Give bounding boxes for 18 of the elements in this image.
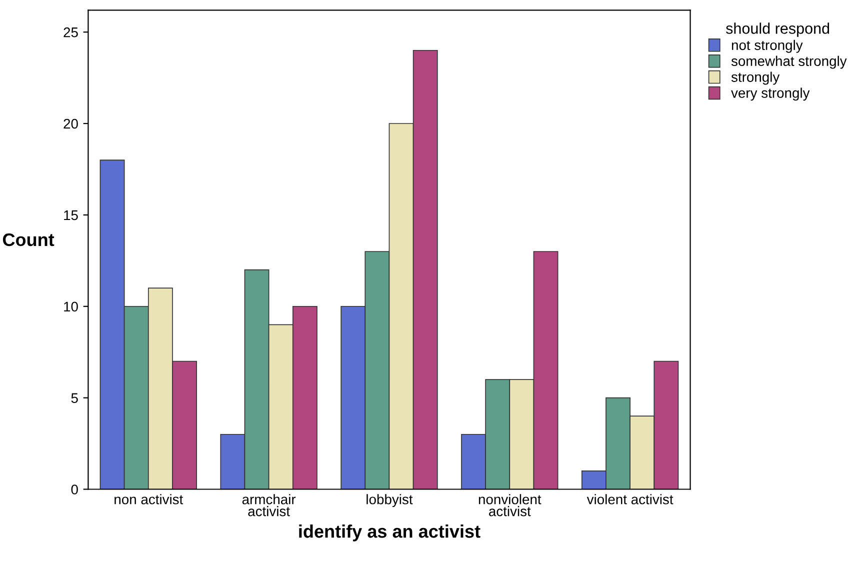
y-axis-title: Count [2, 233, 54, 246]
y-tick-label: 0 [71, 484, 78, 494]
y-tick-label: 10 [64, 302, 78, 312]
x-tick-label: lobbyist [366, 494, 413, 508]
x-tick-label: armchair activist [242, 494, 296, 516]
y-tick-label: 15 [64, 210, 78, 220]
legend-label: very strongly [731, 88, 810, 101]
y-tick-label: 5 [71, 393, 78, 403]
x-axis-title: identify as an activist [299, 524, 480, 542]
y-tick-label: 20 [64, 118, 78, 129]
legend-label: not strongly [732, 40, 803, 53]
legend-label: strongly [731, 72, 780, 85]
x-tick-label: non activist [114, 494, 184, 504]
y-tick-label: 25 [64, 27, 78, 38]
legend-label: somewhat strongly [731, 56, 847, 69]
x-tick-label: violent activist [586, 494, 674, 504]
legend-title: should respond [726, 22, 830, 37]
x-tick-label: nonviolent activist [478, 494, 542, 516]
